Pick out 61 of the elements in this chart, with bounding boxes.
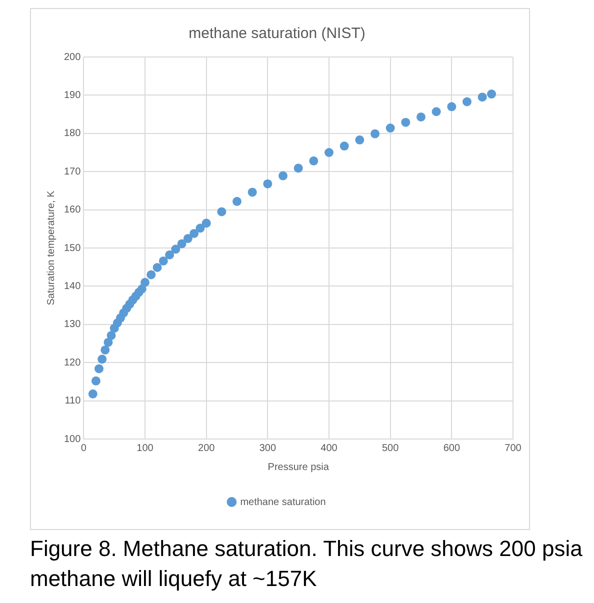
y-tick-label: 110 bbox=[64, 396, 82, 407]
y-tick-label: 130 bbox=[64, 319, 82, 330]
point bbox=[158, 256, 168, 266]
point bbox=[340, 142, 349, 151]
point bbox=[386, 124, 395, 133]
point bbox=[100, 345, 110, 354]
point bbox=[263, 179, 272, 188]
x-tick-label: 0 bbox=[80, 442, 87, 454]
point bbox=[196, 224, 205, 233]
point bbox=[401, 118, 410, 127]
point bbox=[177, 239, 186, 248]
caption: Figure 8. Methane saturation. This curve shows 200 psia methane will liquefy at ~157K bbox=[30, 535, 584, 593]
point bbox=[140, 278, 150, 287]
point bbox=[416, 112, 426, 122]
point bbox=[309, 156, 318, 166]
point bbox=[248, 188, 257, 197]
y-tick-label: 160 bbox=[64, 204, 82, 216]
y-tick-label: 140 bbox=[64, 280, 82, 292]
point bbox=[94, 364, 104, 374]
y-axis-title: Saturation temperature, K bbox=[46, 190, 57, 306]
point bbox=[98, 354, 107, 364]
y-tick-label: 180 bbox=[64, 128, 82, 140]
point bbox=[190, 228, 199, 238]
point bbox=[232, 196, 242, 206]
point bbox=[88, 389, 98, 398]
point bbox=[165, 250, 174, 260]
y-tick-label: 150 bbox=[64, 242, 82, 254]
point bbox=[104, 338, 113, 347]
point bbox=[146, 270, 156, 280]
point bbox=[370, 129, 380, 138]
x-tick-label: 200 bbox=[198, 442, 216, 454]
chart-title: methane saturation (NIST) bbox=[188, 25, 366, 42]
point bbox=[152, 262, 162, 272]
point bbox=[462, 97, 472, 106]
y-tick-label: 120 bbox=[64, 357, 82, 368]
y-tick-label: 190 bbox=[64, 90, 82, 101]
y-tick-label: 170 bbox=[64, 166, 82, 178]
point bbox=[447, 102, 456, 112]
x-tick-label: 300 bbox=[259, 442, 276, 454]
x-tick-label: 700 bbox=[504, 442, 522, 454]
point bbox=[202, 218, 211, 228]
x-tick-label: 600 bbox=[443, 442, 460, 454]
point bbox=[217, 207, 226, 216]
point bbox=[106, 330, 116, 340]
x-tick-label: 400 bbox=[320, 442, 338, 454]
x-axis-title: Pressure psia bbox=[268, 462, 330, 473]
y-tick-label: 200 bbox=[64, 52, 82, 63]
point bbox=[91, 376, 100, 386]
point bbox=[183, 234, 192, 243]
point bbox=[171, 244, 180, 254]
point bbox=[355, 135, 364, 144]
legend-label: methane saturation bbox=[240, 496, 326, 508]
point bbox=[432, 107, 441, 116]
point bbox=[487, 90, 496, 99]
y-tick-label: 100 bbox=[64, 434, 82, 445]
x-tick-label: 500 bbox=[382, 442, 400, 454]
point bbox=[278, 171, 288, 180]
point bbox=[294, 164, 303, 173]
point bbox=[324, 148, 334, 157]
x-tick-label: 100 bbox=[136, 442, 154, 454]
point bbox=[478, 92, 487, 102]
